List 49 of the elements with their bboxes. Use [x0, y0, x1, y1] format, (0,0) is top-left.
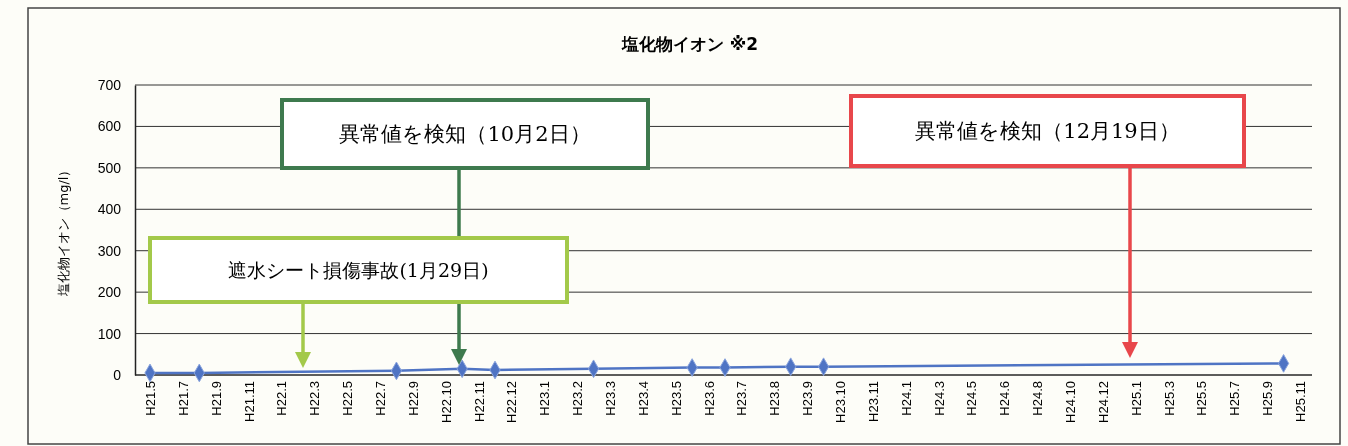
x-tick-label: H22.10 — [438, 381, 454, 423]
x-tick-label: H24.12 — [1095, 381, 1111, 423]
x-tick-label: H25.9 — [1260, 381, 1276, 416]
y-tick-label: 600 — [97, 118, 122, 135]
x-tick-label: H23.10 — [833, 381, 849, 423]
x-tick-label: H21.7 — [175, 381, 191, 416]
annotation: 遮水シート損傷事故(1月29日) — [228, 258, 489, 281]
x-tick-label: H24.6 — [997, 381, 1013, 416]
x-tick-label: H23.6 — [701, 381, 717, 416]
x-tick-label: H21.9 — [208, 381, 224, 416]
x-tick-label: H25.3 — [1161, 381, 1177, 416]
x-tick-label: H24.1 — [898, 381, 914, 416]
x-tick-label: H23.2 — [570, 381, 586, 416]
x-tick-label: H23.5 — [668, 381, 684, 416]
x-tick-label: H21.5 — [143, 381, 159, 416]
y-tick-label: 700 — [97, 76, 122, 93]
x-tick-label: H24.3 — [931, 381, 947, 416]
x-tick-label: H23.9 — [800, 381, 816, 416]
x-tick-label: H23.8 — [767, 381, 783, 416]
y-tick-label: 200 — [97, 284, 122, 301]
y-tick-label: 500 — [97, 159, 122, 176]
x-tick-label: H21.11 — [241, 381, 257, 422]
y-tick-label: 100 — [97, 325, 122, 342]
x-tick-label: H25.11 — [1293, 381, 1309, 422]
y-tick-label: 300 — [97, 242, 122, 259]
x-tick-label: H24.10 — [1063, 381, 1079, 423]
x-tick-label: H23.3 — [603, 381, 619, 416]
x-tick-label: H23.7 — [734, 381, 750, 416]
annotation: 異常値を検知（12月19日） — [915, 119, 1180, 144]
chart-title: 塩化物イオン ※2 — [620, 34, 759, 54]
y-tick-label: 400 — [97, 201, 122, 218]
x-tick-label: H22.7 — [373, 381, 389, 416]
x-tick-label: H22.11 — [471, 381, 487, 422]
x-tick-label: H22.9 — [405, 381, 421, 416]
x-tick-label: H22.12 — [504, 381, 520, 423]
x-tick-label: H25.1 — [1128, 381, 1144, 416]
x-tick-label: H24.5 — [964, 381, 980, 416]
x-tick-label: H22.1 — [274, 381, 290, 416]
annotation: 異常値を検知（10月2日） — [339, 122, 591, 147]
x-tick-label: H22.3 — [307, 381, 323, 416]
x-tick-label: H23.11 — [865, 381, 881, 422]
x-tick-label: H23.4 — [635, 381, 651, 416]
y-axis-title: 塩化物イオン（mg/l） — [56, 163, 71, 298]
x-tick-label: H22.5 — [340, 381, 356, 416]
x-tick-label: H25.5 — [1194, 381, 1210, 416]
x-tick-label: H23.1 — [537, 381, 553, 416]
x-tick-label: H25.7 — [1227, 381, 1243, 416]
y-tick-label: 0 — [113, 366, 122, 383]
x-tick-label: H24.8 — [1030, 381, 1046, 416]
